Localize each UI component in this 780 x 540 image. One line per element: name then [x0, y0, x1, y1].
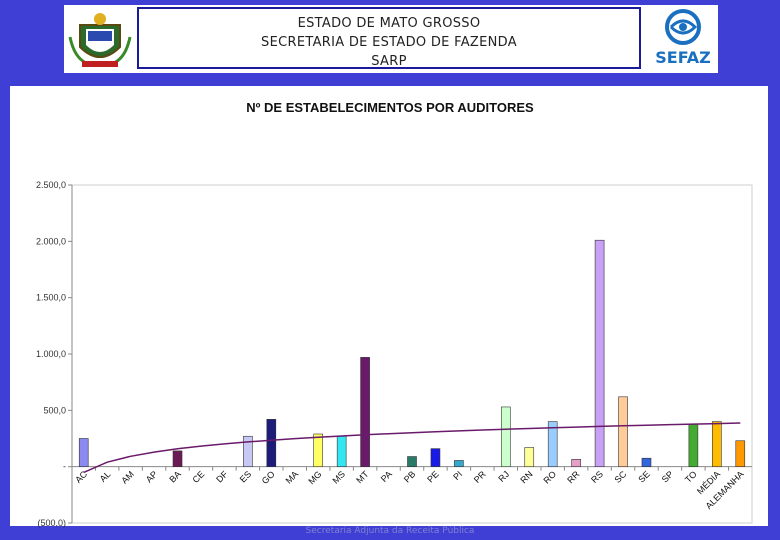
- x-tick-label: AM: [119, 469, 136, 486]
- x-tick-label: SP: [660, 469, 676, 485]
- bar: [313, 433, 324, 467]
- footer-text: Secretaria Adjunta da Receita Pública: [305, 526, 475, 536]
- x-tick-label: PI: [451, 469, 464, 482]
- x-tick-label: MG: [306, 469, 323, 486]
- x-tick-label: AP: [144, 469, 160, 485]
- x-tick-label: GO: [260, 469, 277, 486]
- header-title-frame: ESTADO DE MATO GROSSO SECRETARIA DE ESTA…: [137, 7, 641, 69]
- x-tick-label: MA: [284, 469, 301, 486]
- y-tick-label: (500,0): [37, 518, 66, 528]
- y-tick-label: 2.000,0: [36, 236, 66, 246]
- bar: [266, 419, 277, 467]
- x-tick-label: AL: [98, 469, 113, 484]
- bar: [78, 438, 89, 467]
- y-tick-label: 1.500,0: [36, 293, 66, 303]
- header-state-name: ESTADO DE MATO GROSSO: [297, 16, 481, 31]
- header-department-name: SARP: [371, 54, 407, 69]
- x-tick-label: BA: [167, 469, 183, 485]
- bar: [172, 450, 183, 467]
- x-tick-label: PE: [425, 469, 441, 485]
- x-tick-label: MT: [354, 469, 371, 486]
- bar: [547, 421, 558, 467]
- bar: [243, 435, 253, 467]
- x-tick-label: RJ: [496, 469, 511, 484]
- sefaz-logo-icon: [665, 9, 701, 45]
- x-tick-label: MS: [330, 469, 347, 486]
- x-tick-label: ES: [238, 469, 254, 485]
- bar: [688, 423, 699, 467]
- y-tick-label: 500,0: [43, 405, 66, 415]
- state-crest-icon: [66, 7, 134, 71]
- x-tick-label: RS: [589, 469, 605, 485]
- bar: [407, 456, 417, 467]
- y-tick-label: 1.000,0: [36, 349, 66, 359]
- x-tick-label: CE: [190, 469, 206, 485]
- header-secretariat-name: SECRETARIA DE ESTADO DE FAZENDA: [261, 35, 517, 50]
- x-tick-label: TO: [683, 469, 699, 485]
- x-tick-label: PA: [379, 469, 394, 484]
- sefaz-logo-text: SEFAZ: [655, 48, 711, 67]
- x-tick-label: PR: [472, 469, 488, 485]
- bar: [360, 357, 370, 467]
- bar: [641, 457, 652, 467]
- x-tick-label: RO: [541, 469, 558, 486]
- bar: [454, 460, 464, 467]
- trend-line: [83, 422, 741, 474]
- bar: [571, 459, 581, 467]
- x-tick-label: PB: [402, 469, 418, 485]
- chart-title: Nº DE ESTABELECIMENTOS POR AUDITORES: [246, 100, 534, 115]
- x-tick-label: DF: [214, 469, 230, 485]
- y-tick-label: -: [63, 462, 66, 472]
- bar: [524, 447, 535, 467]
- bar: [735, 440, 746, 467]
- x-tick-label: RN: [518, 469, 534, 485]
- x-tick-label: SC: [613, 469, 629, 485]
- y-tick-label: 2.500,0: [36, 180, 66, 190]
- bar: [712, 421, 722, 467]
- x-tick-label: SE: [636, 469, 652, 485]
- chart-panel: [10, 86, 768, 526]
- bar: [336, 435, 347, 467]
- x-tick-label: RR: [565, 469, 582, 486]
- bar: [594, 239, 605, 467]
- bar: [430, 448, 441, 467]
- bar: [618, 396, 628, 467]
- bar: [500, 406, 511, 467]
